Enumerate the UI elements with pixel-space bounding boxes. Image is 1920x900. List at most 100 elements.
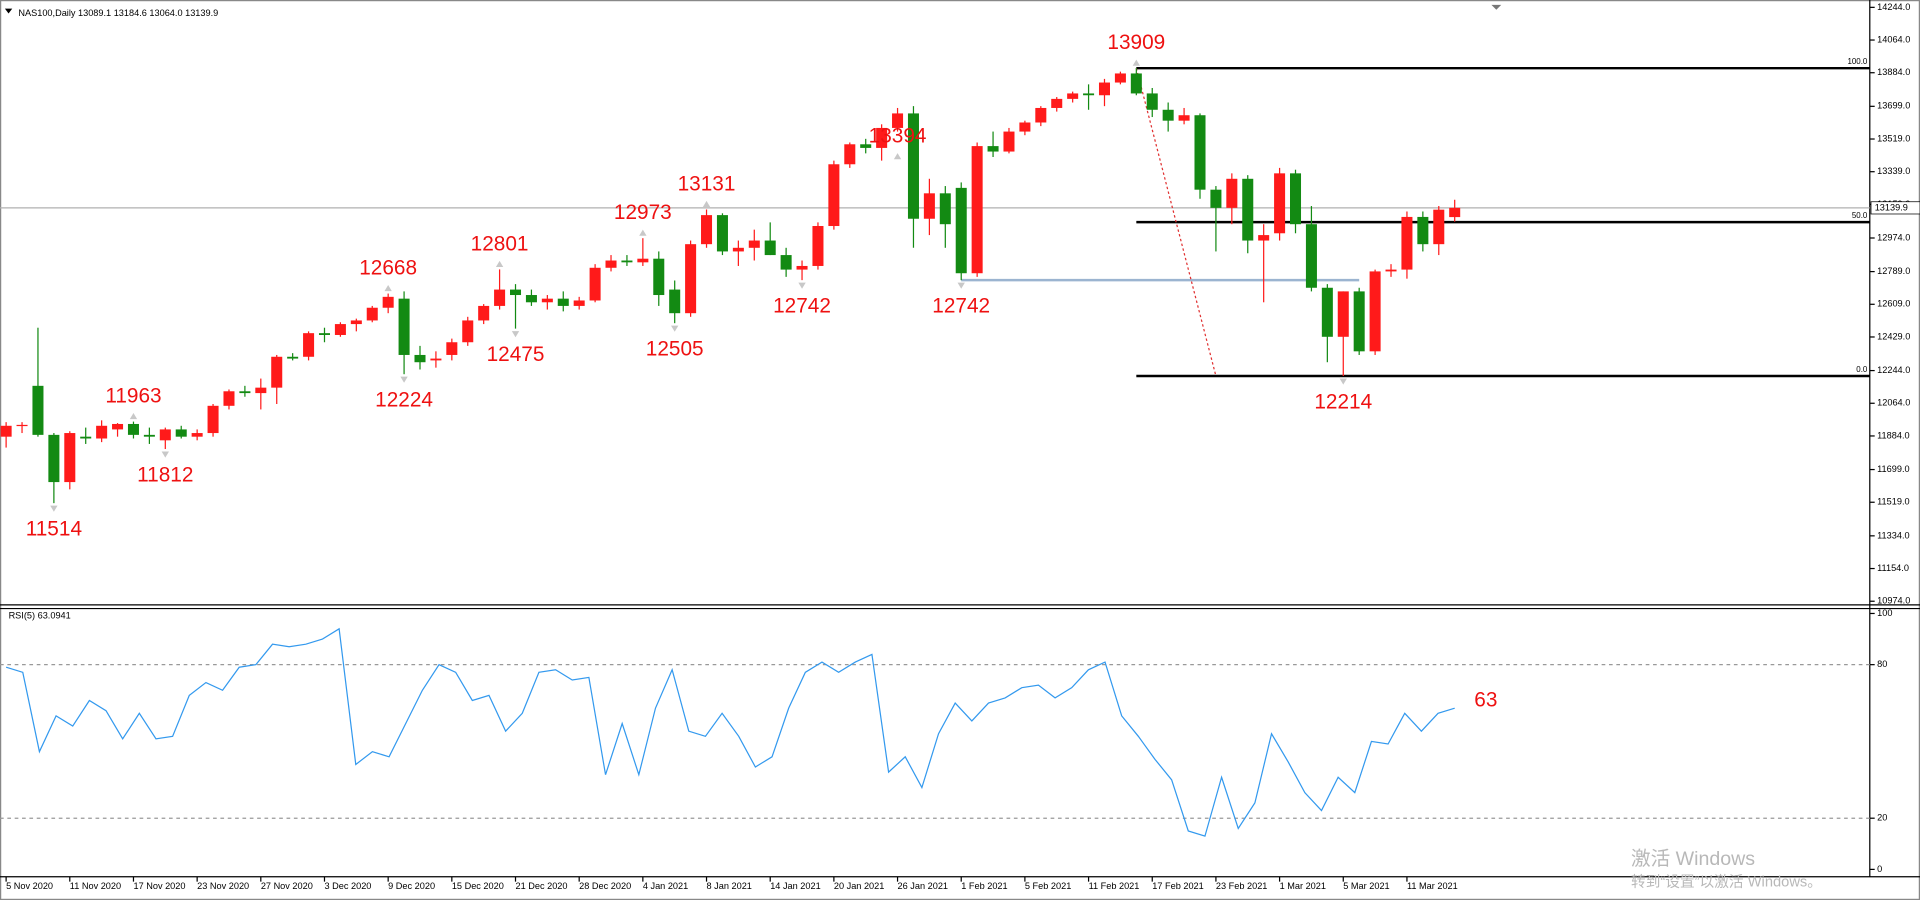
candle-body bbox=[1098, 82, 1110, 96]
y-tick-label: 10974.0 bbox=[1877, 596, 1910, 606]
candle-body bbox=[732, 247, 744, 252]
candle-body bbox=[525, 295, 537, 303]
candle-body bbox=[828, 164, 840, 227]
candle-body bbox=[462, 320, 474, 343]
x-tick-label: 4 Jan 2021 bbox=[643, 881, 688, 891]
candle-body bbox=[1114, 73, 1126, 83]
swing-marker bbox=[1132, 59, 1140, 66]
y-tick-label: 12609.0 bbox=[1877, 299, 1910, 309]
candle-body bbox=[748, 240, 760, 248]
candle-body bbox=[303, 333, 315, 357]
candle-body bbox=[1449, 207, 1461, 218]
x-tick-label: 8 Jan 2021 bbox=[707, 881, 752, 891]
shift-marker bbox=[1491, 4, 1502, 10]
candle-body bbox=[112, 423, 124, 430]
candle-body bbox=[764, 240, 776, 256]
candle-body bbox=[812, 226, 824, 266]
candle-body bbox=[1083, 93, 1095, 96]
candle-body bbox=[796, 265, 808, 270]
candle-body bbox=[573, 300, 585, 306]
candle-body bbox=[876, 127, 888, 148]
swing-label: 11514 bbox=[26, 518, 82, 541]
price-tag bbox=[1870, 201, 1920, 215]
candle-body bbox=[1210, 189, 1222, 208]
swing-label: 11963 bbox=[105, 385, 161, 408]
candle-body bbox=[446, 342, 458, 355]
candle-body bbox=[653, 258, 665, 296]
candle-body bbox=[1321, 287, 1333, 337]
x-tick-label: 23 Nov 2020 bbox=[197, 881, 249, 891]
swing-marker bbox=[639, 229, 647, 236]
x-tick-label: 21 Dec 2020 bbox=[516, 881, 568, 891]
chart-title: NAS100,Daily 13089.1 13184.6 13064.0 131… bbox=[18, 8, 218, 18]
candle-body bbox=[414, 354, 426, 363]
x-tick-label: 11 Mar 2021 bbox=[1407, 881, 1458, 891]
candle-body bbox=[1067, 93, 1079, 99]
rsi-line bbox=[5, 627, 1455, 837]
candle-body bbox=[541, 298, 553, 303]
candle-body bbox=[669, 289, 681, 314]
x-tick-label: 1 Mar 2021 bbox=[1280, 881, 1326, 891]
candle-body bbox=[716, 215, 728, 252]
candle-body bbox=[80, 436, 92, 439]
candle-body bbox=[1290, 173, 1302, 225]
candle-body bbox=[1369, 271, 1381, 352]
candle-body bbox=[271, 356, 283, 388]
candle-body bbox=[1417, 216, 1429, 245]
y-tick-label: 11699.0 bbox=[1877, 464, 1909, 474]
y-tick-label: 12429.0 bbox=[1877, 331, 1910, 341]
candle-body bbox=[510, 289, 522, 296]
y-tick-label: 11884.0 bbox=[1877, 430, 1909, 440]
candle-body bbox=[1274, 173, 1286, 234]
candle-body bbox=[1051, 98, 1063, 108]
y-tick-label: 14244.0 bbox=[1877, 2, 1910, 12]
candle-body bbox=[175, 429, 187, 437]
candle-body bbox=[382, 296, 394, 308]
candle-body bbox=[701, 215, 713, 245]
candle-body bbox=[32, 385, 44, 435]
candle-body bbox=[1433, 209, 1445, 245]
candle-body bbox=[844, 144, 856, 165]
swing-marker bbox=[161, 451, 169, 458]
candle-body bbox=[1162, 109, 1174, 121]
candle-body bbox=[1385, 269, 1397, 272]
candle-body bbox=[1305, 224, 1317, 288]
candle-body bbox=[191, 433, 203, 437]
candle-body bbox=[159, 429, 171, 441]
x-tick-label: 17 Nov 2020 bbox=[133, 881, 185, 891]
y-tick-label: 0 bbox=[1877, 864, 1882, 874]
swing-marker bbox=[400, 376, 408, 383]
y-tick-label: 11154.0 bbox=[1877, 563, 1909, 573]
swing-label: 12214 bbox=[1314, 390, 1372, 413]
candle-body bbox=[637, 258, 649, 263]
y-tick-label: 14064.0 bbox=[1877, 34, 1910, 44]
x-tick-label: 15 Dec 2020 bbox=[452, 881, 504, 891]
y-tick-label: 12244.0 bbox=[1877, 365, 1910, 375]
y-tick-label: 12789.0 bbox=[1877, 266, 1910, 276]
candle-body bbox=[1003, 131, 1015, 152]
candle-body bbox=[207, 405, 219, 434]
swing-marker bbox=[798, 282, 806, 289]
candle-body bbox=[589, 267, 601, 301]
fib-label: 100.0 bbox=[1847, 57, 1867, 66]
fib-trend bbox=[1135, 68, 1217, 377]
x-tick-label: 20 Jan 2021 bbox=[834, 881, 884, 891]
swing-marker bbox=[50, 505, 58, 512]
swing-marker bbox=[671, 325, 679, 332]
candle-body bbox=[398, 298, 410, 355]
candle-body bbox=[892, 113, 904, 128]
y-tick-label: 100 bbox=[1877, 608, 1892, 618]
candle-body bbox=[318, 333, 330, 335]
swing-marker bbox=[495, 260, 504, 267]
candle-body bbox=[907, 113, 919, 219]
x-tick-label: 3 Dec 2020 bbox=[324, 881, 371, 891]
candle-body bbox=[1146, 93, 1158, 110]
y-tick-label: 80 bbox=[1877, 659, 1887, 669]
x-tick-label: 26 Jan 2021 bbox=[898, 881, 948, 891]
candle-body bbox=[255, 387, 267, 394]
swing-label: 11812 bbox=[137, 463, 193, 486]
x-tick-label: 14 Jan 2021 bbox=[770, 881, 820, 891]
watermark-title: 激活 Windows bbox=[1631, 848, 1755, 870]
fib-label: 0.0 bbox=[1856, 365, 1868, 374]
candle-body bbox=[127, 423, 139, 435]
